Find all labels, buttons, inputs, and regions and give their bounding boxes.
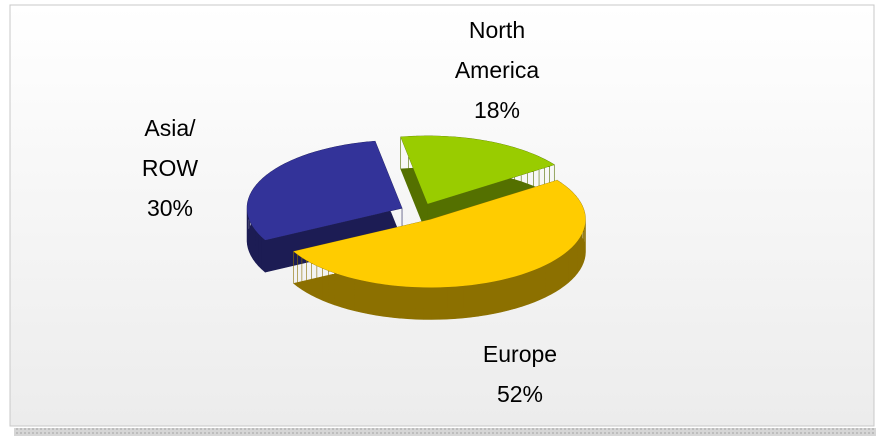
slice-top <box>400 135 555 204</box>
category-label: Europe <box>483 341 557 367</box>
value-label: 18% <box>474 97 520 123</box>
category-line: Europe <box>483 341 557 367</box>
pie-slice <box>293 179 586 320</box>
pie-slice <box>400 135 555 237</box>
panel-shadow <box>14 428 876 436</box>
data-label: North America 18% <box>455 17 540 123</box>
category-line: America <box>455 57 540 83</box>
category-label: North America <box>455 17 540 83</box>
data-label: Europe 52% <box>483 341 557 407</box>
slice-top <box>293 180 586 288</box>
category-line: Asia/ <box>144 115 196 141</box>
category-line: ROW <box>142 155 199 181</box>
slice-top <box>247 141 403 241</box>
value-label: 52% <box>497 381 543 407</box>
value-label: 30% <box>147 195 193 221</box>
data-label: Asia/ROW 30% <box>142 115 199 221</box>
category-line: North <box>469 17 525 43</box>
category-label: Asia/ROW <box>142 115 199 181</box>
